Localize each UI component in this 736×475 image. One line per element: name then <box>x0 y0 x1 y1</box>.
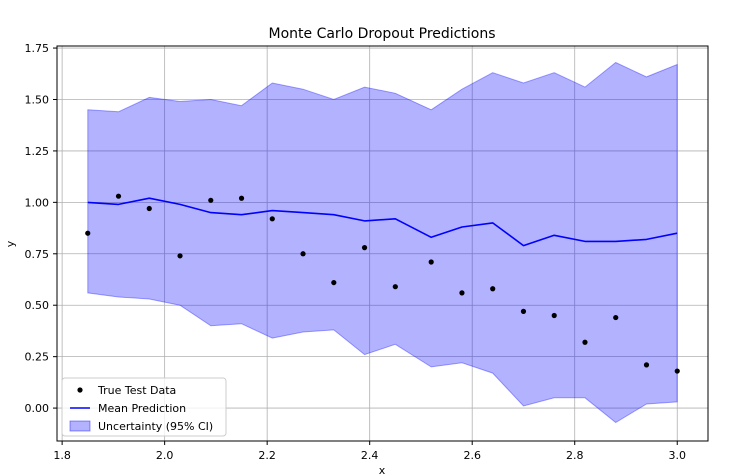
data-point <box>582 339 588 345</box>
data-point <box>490 286 496 292</box>
data-point <box>613 314 619 321</box>
data-point <box>238 195 245 201</box>
data-point <box>428 259 434 265</box>
data-point <box>177 253 183 259</box>
data-point <box>300 251 306 257</box>
legend-box <box>61 377 227 437</box>
x-tick-label: 2.8 <box>566 449 584 462</box>
y-tick-label: 0.00 <box>25 402 50 415</box>
x-tick-label: 2.0 <box>156 449 174 462</box>
mean-prediction-line <box>87 197 678 247</box>
scatter-layer <box>85 193 680 374</box>
y-tick-label: 1.00 <box>25 196 50 209</box>
y-tick-label: 1.50 <box>25 93 50 106</box>
legend: True Test Data Mean Prediction Uncertainty… <box>61 377 227 437</box>
data-point <box>331 279 337 286</box>
data-point <box>269 216 275 222</box>
x-tick-label: 2.2 <box>258 449 276 462</box>
data-point <box>115 193 122 199</box>
legend-marker-true-data <box>77 387 83 393</box>
legend-label: Mean Prediction <box>98 402 186 415</box>
data-point <box>146 205 152 212</box>
y-tick-label: 0.75 <box>25 248 50 261</box>
y-tick-label: 0.25 <box>25 351 50 364</box>
x-axis-label: x <box>379 464 386 475</box>
y-tick-label: 1.25 <box>25 145 50 158</box>
data-point <box>361 245 368 251</box>
x-tick-label: 2.6 <box>463 449 481 462</box>
mean-line-layer <box>87 197 678 247</box>
data-point <box>208 197 214 203</box>
uncertainty-band-layer <box>87 61 678 424</box>
x-tick-label: 1.8 <box>53 449 71 462</box>
plot-frame <box>56 45 709 442</box>
data-point <box>85 230 91 236</box>
data-point <box>392 284 398 290</box>
y-axis: 0.00 0.25 0.50 0.75 1.00 1.25 1.50 1.75 <box>25 42 57 415</box>
y-tick-label: 0.50 <box>25 299 50 312</box>
y-tick-label: 1.75 <box>25 42 50 55</box>
x-tick-label: 3.0 <box>668 449 686 462</box>
data-point <box>674 368 680 374</box>
uncertainty-band <box>87 61 678 424</box>
data-point <box>551 312 557 319</box>
chart-title: Monte Carlo Dropout Predictions <box>269 26 496 42</box>
x-tick-label: 2.4 <box>361 449 379 462</box>
legend-label: Uncertainty (95% CI) <box>98 420 213 433</box>
data-point <box>520 308 527 314</box>
legend-label: True Test Data <box>97 384 176 397</box>
legend-marker-uncertainty <box>69 420 91 432</box>
data-point <box>643 362 650 368</box>
y-axis-label: y <box>4 240 17 247</box>
x-axis: 1.8 2.0 2.2 2.4 2.6 2.8 3.0 <box>53 441 686 462</box>
data-point <box>459 290 465 296</box>
